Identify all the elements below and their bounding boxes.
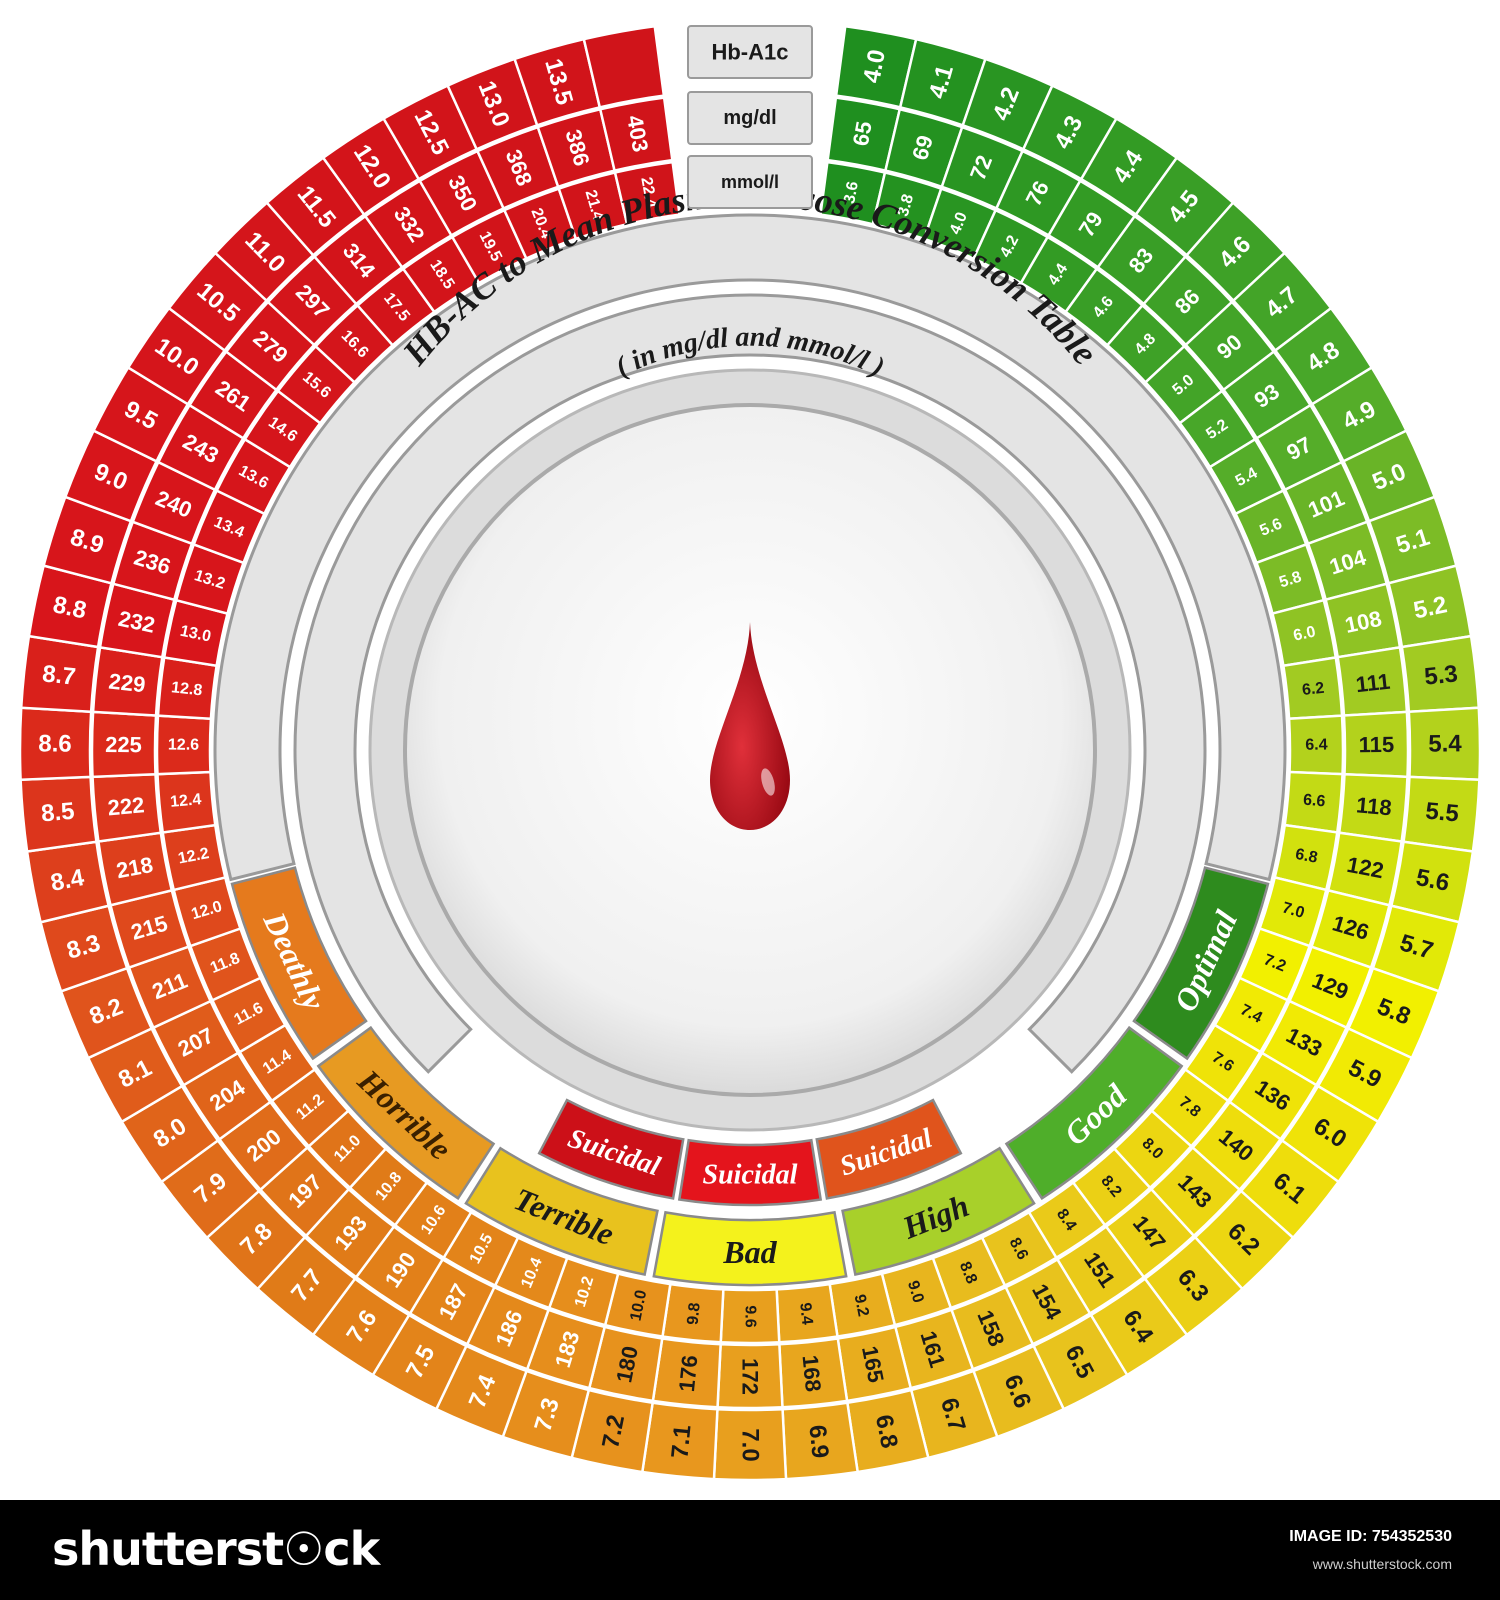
mmol-cell: 5.8 [1277, 569, 1303, 592]
hba1c-cell: 8.8 [51, 591, 89, 624]
mmol-cell: 12.4 [170, 791, 203, 811]
conversion-wheel: 4.0653.64.1693.84.2724.04.3764.24.4794.4… [18, 24, 1482, 1482]
mmol-cell: 6.8 [1294, 846, 1319, 867]
image-id-text: IMAGE ID: 754352530 [1289, 1528, 1452, 1545]
header-label-mmol: mmol/l [721, 172, 779, 192]
inner-category-segment [677, 1138, 823, 1207]
mgdl-cell: 225 [105, 732, 142, 757]
hba1c-cell: 8.7 [41, 660, 77, 690]
header-labels: Hb-A1c mg/dl mmol/l [687, 25, 813, 209]
mmol-cell: 6.6 [1302, 792, 1326, 811]
inner-category-label: Suicidal [703, 1160, 798, 1191]
mmol-cell: 6.2 [1301, 680, 1325, 699]
header-label-mgdl: mg/dl [723, 107, 776, 129]
hba1c-cell: 6.9 [803, 1424, 833, 1460]
mmol-cell: 12.6 [168, 737, 199, 754]
mgdl-cell: 176 [674, 1354, 702, 1393]
mmol-cell-bg [613, 160, 681, 226]
header-label-box [687, 91, 813, 145]
header-label-box [687, 155, 813, 209]
mmol-cell: 6.0 [1292, 624, 1317, 645]
category-segment [230, 866, 368, 1061]
mgdl-cell: 222 [107, 792, 146, 820]
hba1c-cell: 7.0 [737, 1428, 764, 1461]
category-label: Bad [722, 1234, 777, 1270]
mmol-cell: 9.8 [685, 1302, 704, 1326]
hba1c-cell: 8.5 [40, 798, 76, 828]
mmol-cell: 9.2 [851, 1293, 872, 1318]
hba1c-cell: 8.6 [38, 730, 72, 757]
watermark-footer: shutterst☉ck IMAGE ID: 754352530 www.shu… [0, 1500, 1500, 1600]
hba1c-cell: 5.2 [1411, 591, 1449, 624]
mgdl-cell: 168 [797, 1354, 825, 1393]
hba1c-cell: 7.1 [666, 1424, 696, 1460]
grey-inner-band [293, 293, 1207, 1074]
hba1c-cell: 4.0 [858, 47, 891, 85]
category-segment [652, 1210, 848, 1287]
category-segment [1132, 866, 1270, 1061]
category-segment [841, 1146, 1036, 1276]
mmol-cell: 6.4 [1305, 737, 1327, 754]
hba1c-cell: 5.3 [1423, 660, 1459, 690]
header-label-box [687, 25, 813, 79]
category-segment [1004, 1025, 1184, 1201]
mmol-cell: 9.6 [742, 1305, 759, 1327]
category-segment [464, 1146, 659, 1276]
hba1c-cell: 6.8 [870, 1412, 903, 1450]
hba1c-cell: 5.5 [1424, 798, 1460, 828]
shutterstock-logo: shutterst☉ck [52, 1522, 380, 1576]
mmol-cell: 9.4 [796, 1302, 815, 1326]
mgdl-cell: 115 [1359, 732, 1395, 757]
hba1c-cell: 5.6 [1414, 864, 1452, 897]
hba1c-cell: 5.4 [1428, 730, 1462, 757]
mgdl-cell: 118 [1355, 792, 1393, 820]
mgdl-cell-bg [598, 96, 674, 173]
mmol-cell: 12.2 [177, 845, 211, 868]
mmol-cell: 9.0 [904, 1279, 927, 1305]
inner-category-segment [815, 1098, 963, 1200]
mmol-cell: 10.0 [627, 1288, 650, 1322]
inner-category-segment [537, 1098, 685, 1200]
category-segment [316, 1025, 496, 1201]
mmol-cell: 3.8 [895, 192, 917, 218]
mgdl-cell: 229 [108, 669, 147, 698]
grey-upper-band [213, 213, 1287, 882]
mmol-cell: 7.0 [1280, 899, 1306, 922]
hba1c-cell-bg [582, 24, 666, 109]
drop-highlight-icon [761, 768, 775, 796]
mgdl-cell: 172 [738, 1358, 763, 1395]
site-url-text: www.shutterstock.com [1312, 1556, 1452, 1572]
mmol-cell: 3.6 [841, 180, 862, 205]
hba1c-cell: 7.2 [597, 1412, 630, 1450]
mmol-cell: 22.4 [637, 176, 659, 210]
header-label-hba1c: Hb-A1c [711, 40, 788, 65]
mmol-cell: 13.0 [178, 623, 212, 646]
mgdl-cell: 111 [1355, 669, 1392, 698]
outer-rings: 4.0653.64.1693.84.2724.04.3764.24.4794.4… [18, 24, 1482, 1482]
mmol-cell: 12.8 [170, 679, 203, 699]
mgdl-cell: 65 [848, 119, 877, 148]
hba1c-cell: 8.4 [48, 864, 86, 897]
